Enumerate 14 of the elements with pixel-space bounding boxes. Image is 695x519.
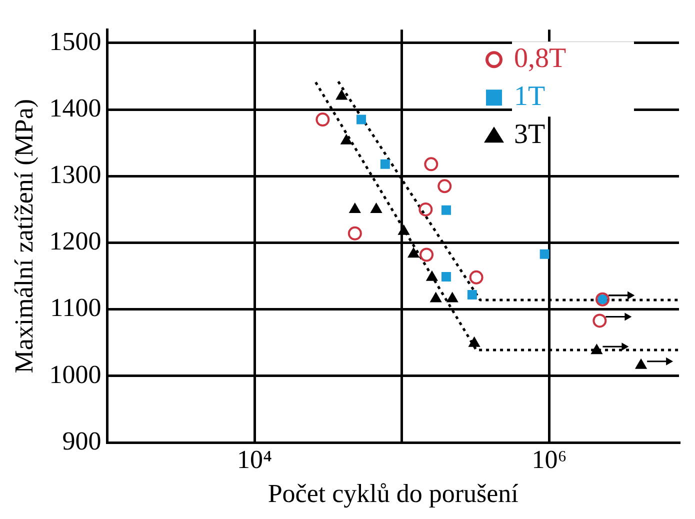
y-axis-title: Maximální zatížení (MPa) <box>9 98 38 374</box>
legend-label: 1T <box>514 80 546 112</box>
x-axis-title: Počet cyklů do porušení <box>268 479 518 508</box>
y-tick-label: 1200 <box>49 226 102 256</box>
x-tick-label: 10⁶ <box>532 445 567 474</box>
y-tick-label: 1300 <box>49 160 102 189</box>
y-tick-label: 1500 <box>49 26 102 56</box>
y-tick-label: 1100 <box>50 293 102 322</box>
y-tick-label: 1400 <box>49 93 102 122</box>
legend-label: 3T <box>514 118 546 150</box>
legend-label: 0,8T <box>514 42 566 74</box>
y-tick-label: 1000 <box>49 360 102 389</box>
y-tick-label: 900 <box>62 426 102 456</box>
x-tick-label: 10⁴ <box>237 445 272 474</box>
